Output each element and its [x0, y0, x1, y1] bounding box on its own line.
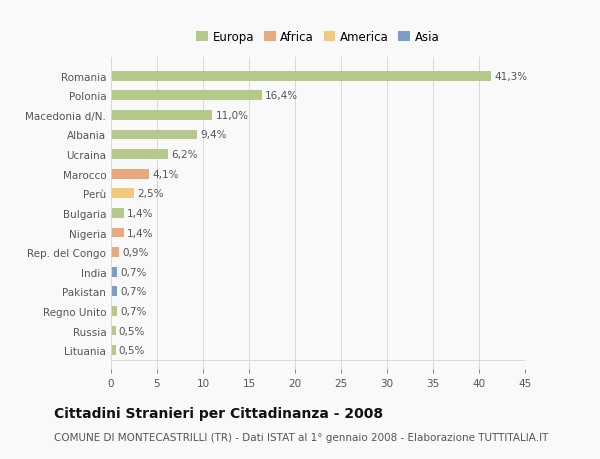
Bar [111, 326, 116, 336]
Bar [111, 208, 124, 218]
Bar [111, 150, 168, 160]
Bar [111, 287, 118, 297]
Legend: Europa, Africa, America, Asia: Europa, Africa, America, Asia [193, 28, 443, 47]
Bar [111, 169, 149, 179]
Bar [111, 189, 134, 199]
Bar [111, 248, 119, 257]
Text: 0,9%: 0,9% [122, 247, 149, 257]
Text: 1,4%: 1,4% [127, 208, 154, 218]
Text: COMUNE DI MONTECASTRILLI (TR) - Dati ISTAT al 1° gennaio 2008 - Elaborazione TUT: COMUNE DI MONTECASTRILLI (TR) - Dati IST… [54, 432, 548, 442]
Text: 2,5%: 2,5% [137, 189, 164, 199]
Bar [111, 72, 491, 81]
Bar [111, 307, 118, 316]
Bar [111, 346, 116, 355]
Text: 1,4%: 1,4% [127, 228, 154, 238]
Text: 4,1%: 4,1% [152, 169, 178, 179]
Text: Cittadini Stranieri per Cittadinanza - 2008: Cittadini Stranieri per Cittadinanza - 2… [54, 406, 383, 420]
Text: 41,3%: 41,3% [494, 72, 527, 81]
Text: 9,4%: 9,4% [201, 130, 227, 140]
Text: 6,2%: 6,2% [171, 150, 198, 160]
Bar [111, 91, 262, 101]
Bar [111, 267, 118, 277]
Bar [111, 228, 124, 238]
Bar [111, 111, 212, 120]
Text: 0,5%: 0,5% [119, 346, 145, 355]
Text: 0,7%: 0,7% [121, 306, 147, 316]
Bar [111, 130, 197, 140]
Text: 16,4%: 16,4% [265, 91, 298, 101]
Text: 0,7%: 0,7% [121, 267, 147, 277]
Text: 0,5%: 0,5% [119, 326, 145, 336]
Text: 0,7%: 0,7% [121, 287, 147, 297]
Text: 11,0%: 11,0% [215, 111, 248, 121]
